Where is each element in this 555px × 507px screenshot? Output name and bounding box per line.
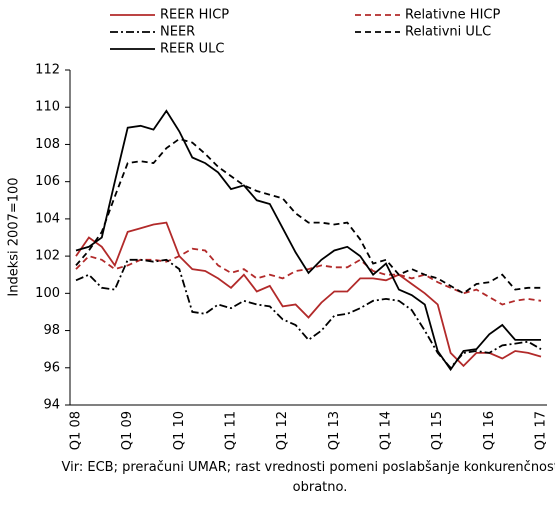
x-tick-label: Q1 11 (224, 411, 239, 450)
x-tick-label: Q1 12 (275, 411, 290, 450)
source-note: Vir: ECB; preračuni UMAR; rast vrednosti… (61, 460, 555, 495)
x-tick-label: Q1 08 (69, 411, 84, 450)
y-tick-label: 110 (35, 100, 60, 115)
series-line (75, 109, 541, 372)
series-line (75, 247, 542, 306)
y-tick-label: 106 (35, 174, 60, 189)
y-tick-label: 112 (35, 63, 60, 78)
y-tick-label: 100 (35, 286, 60, 301)
legend-label: Relativne HICP (405, 8, 500, 23)
y-tick-label: 94 (43, 398, 60, 413)
x-tick-label: Q1 17 (534, 411, 549, 450)
y-tick-label: 102 (35, 249, 60, 264)
legend-label: REER HICP (160, 8, 229, 23)
series-line (75, 137, 541, 295)
x-tick-label: Q1 10 (172, 411, 187, 450)
legend-label: Relativni ULC (405, 25, 491, 40)
x-tick-label: Q1 09 (120, 411, 135, 450)
y-tick-label: 96 (43, 360, 60, 375)
x-tick-label: Q1 14 (379, 411, 394, 450)
y-axis-label: Indeksi 2007=100 (7, 177, 22, 296)
legend-label: REER ULC (160, 42, 224, 57)
x-tick-label: Q1 16 (482, 411, 497, 450)
y-tick-label: 104 (35, 211, 60, 226)
x-tick-label: Q1 13 (327, 411, 342, 450)
series-line (75, 221, 542, 368)
y-tick-label: 98 (43, 323, 60, 338)
series-line (75, 258, 542, 370)
x-tick-label: Q1 15 (430, 411, 445, 450)
legend-label: NEER (160, 25, 195, 40)
y-tick-label: 108 (35, 137, 60, 152)
